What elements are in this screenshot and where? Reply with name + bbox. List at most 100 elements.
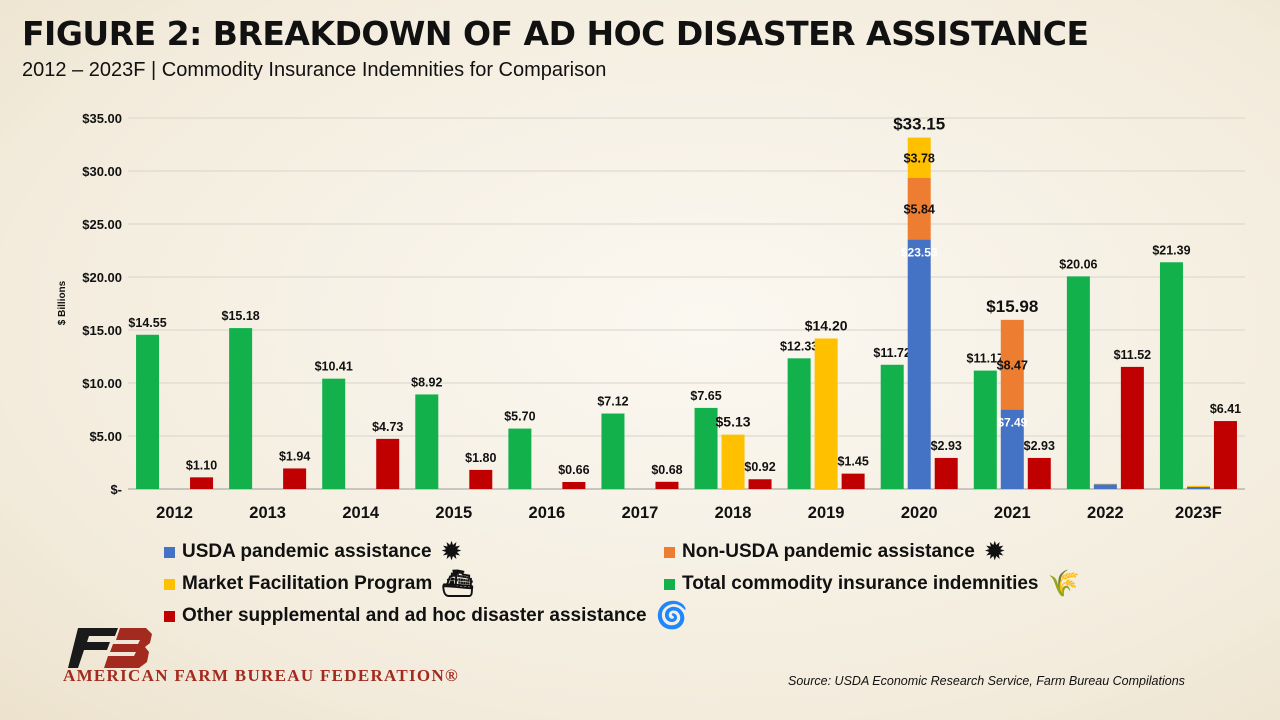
data-label: $14.55: [128, 316, 166, 330]
y-tick-label: $35.00: [82, 111, 122, 126]
bar-market-facilitation: [814, 338, 838, 489]
bar-commodity-indemnities: [415, 394, 439, 489]
legend-label: Other supplemental and ad hoc disaster a…: [182, 605, 647, 626]
y-tick-label: $25.00: [82, 217, 122, 232]
legend-label: Non-USDA pandemic assistance: [682, 541, 975, 562]
bar-market-facilitation: [721, 434, 745, 489]
bar-other-supplemental: [655, 481, 679, 489]
x-tick-label: 2022: [1087, 504, 1124, 522]
bar-commodity-indemnities: [1159, 262, 1183, 489]
data-label: $1.94: [279, 449, 310, 463]
bar-commodity-indemnities: [694, 407, 718, 489]
y-tick-label: $15.00: [82, 323, 122, 338]
bar-market-facilitation: [1186, 485, 1210, 487]
y-axis-label: $ Billions: [57, 280, 68, 325]
total-label: $15.98: [986, 297, 1038, 316]
legend-swatch: [164, 578, 175, 590]
bar-other-supplemental: [283, 468, 307, 489]
bar-other-supplemental: [1120, 366, 1144, 489]
data-label: $12.33: [780, 339, 818, 353]
legend-item-non-usda-pandemic: Non-USDA pandemic assistance ✹: [664, 539, 1006, 565]
x-tick-label: 2021: [994, 504, 1031, 522]
bar-commodity-indemnities: [322, 378, 346, 489]
y-tick-label: $20.00: [82, 270, 122, 285]
data-label: $4.73: [372, 420, 403, 434]
org-name: AMERICAN FARM BUREAU FEDERATION®: [63, 666, 460, 685]
x-tick-label: 2014: [342, 504, 380, 522]
bar-market-facilitation: [1093, 483, 1117, 485]
data-label: $1.80: [465, 451, 496, 465]
data-label: $11.17: [967, 352, 1005, 366]
bar-commodity-indemnities: [229, 328, 253, 489]
bar-usda-pandemic: [1093, 484, 1117, 489]
bar-other-supplemental: [1027, 457, 1051, 489]
bar-other-supplemental: [1213, 421, 1237, 489]
data-label: $3.78: [904, 152, 935, 166]
data-label: $6.41: [1210, 402, 1241, 416]
legend-item-usda-pandemic: USDA pandemic assistance ✹: [164, 539, 462, 565]
data-label: $7.12: [597, 395, 628, 409]
data-label: $5.70: [504, 410, 535, 424]
data-label: $0.92: [744, 460, 775, 474]
bar-non-usda-pandemic: [907, 177, 931, 240]
cargo-ship-icon: ⛴: [441, 569, 475, 599]
data-label: $8.92: [411, 375, 442, 389]
total-label: $33.15: [893, 115, 945, 134]
x-tick-label: 2013: [249, 504, 286, 522]
x-tick-label: 2019: [808, 504, 845, 522]
data-label: $0.66: [558, 463, 589, 477]
hurricane-icon: 🌀: [655, 601, 688, 631]
data-label: $15.18: [222, 309, 260, 323]
bar-commodity-indemnities: [973, 370, 997, 489]
bar-other-supplemental: [562, 482, 586, 489]
bar-commodity-indemnities: [787, 358, 811, 489]
legend-label: Market Facilitation Program: [182, 573, 433, 594]
y-tick-label: $30.00: [82, 164, 122, 179]
x-tick-label: 2015: [435, 504, 472, 522]
bar-usda-pandemic: [907, 239, 931, 489]
bar-other-supplemental: [934, 457, 958, 489]
data-label: $20.06: [1059, 257, 1097, 271]
bar-other-supplemental: [376, 438, 400, 489]
bar-usda-pandemic: [1186, 486, 1210, 489]
data-label: $5.84: [904, 203, 935, 217]
bar-commodity-indemnities: [880, 364, 904, 489]
chart-title: FIGURE 2: BREAKDOWN OF AD HOC DISASTER A…: [22, 14, 1089, 53]
data-label: $1.45: [837, 455, 868, 469]
y-tick-label: $10.00: [82, 376, 122, 391]
legend-label: USDA pandemic assistance: [182, 541, 432, 562]
x-tick-label: 2016: [529, 504, 566, 522]
y-tick-label: $-: [110, 482, 122, 497]
x-tick-label: 2012: [156, 504, 193, 522]
data-label: $7.49: [997, 416, 1027, 430]
bar-usda-pandemic: [1000, 409, 1024, 489]
data-label: $5.13: [716, 414, 751, 430]
bar-market-facilitation: [907, 137, 931, 178]
bar-other-supplemental: [841, 473, 865, 489]
farm-bureau-logo: [68, 628, 152, 668]
bar-commodity-indemnities: [508, 428, 532, 489]
legend-label: Total commodity insurance indemnities: [682, 573, 1039, 594]
data-label: $1.10: [186, 458, 217, 472]
bar-other-supplemental: [748, 479, 772, 489]
chart-subtitle: 2012 – 2023F | Commodity Insurance Indem…: [22, 59, 607, 81]
data-label: $11.72: [873, 346, 911, 360]
x-tick-label: 2023F: [1175, 504, 1222, 522]
x-tick-label: 2018: [715, 504, 752, 522]
data-label: $0.68: [651, 463, 682, 477]
legend-item-market-facilitation: Market Facilitation Program ⛴: [164, 571, 474, 597]
bar-commodity-indemnities: [601, 413, 625, 489]
data-label: $23.53: [901, 246, 938, 260]
data-label: $2.93: [931, 439, 962, 453]
data-label: $8.47: [997, 359, 1028, 373]
legend-swatch: [664, 578, 675, 590]
data-label: $2.93: [1024, 439, 1055, 453]
legend-item-other-supplemental: Other supplemental and ad hoc disaster a…: [164, 603, 688, 629]
data-label: $10.41: [315, 360, 353, 374]
legend-swatch: [164, 610, 175, 622]
wheat-crop-icon: 🌾: [1047, 569, 1080, 599]
legend-swatch: [664, 546, 675, 558]
bar-commodity-indemnities: [136, 334, 160, 489]
source-note: Source: USDA Economic Research Service, …: [788, 674, 1185, 688]
